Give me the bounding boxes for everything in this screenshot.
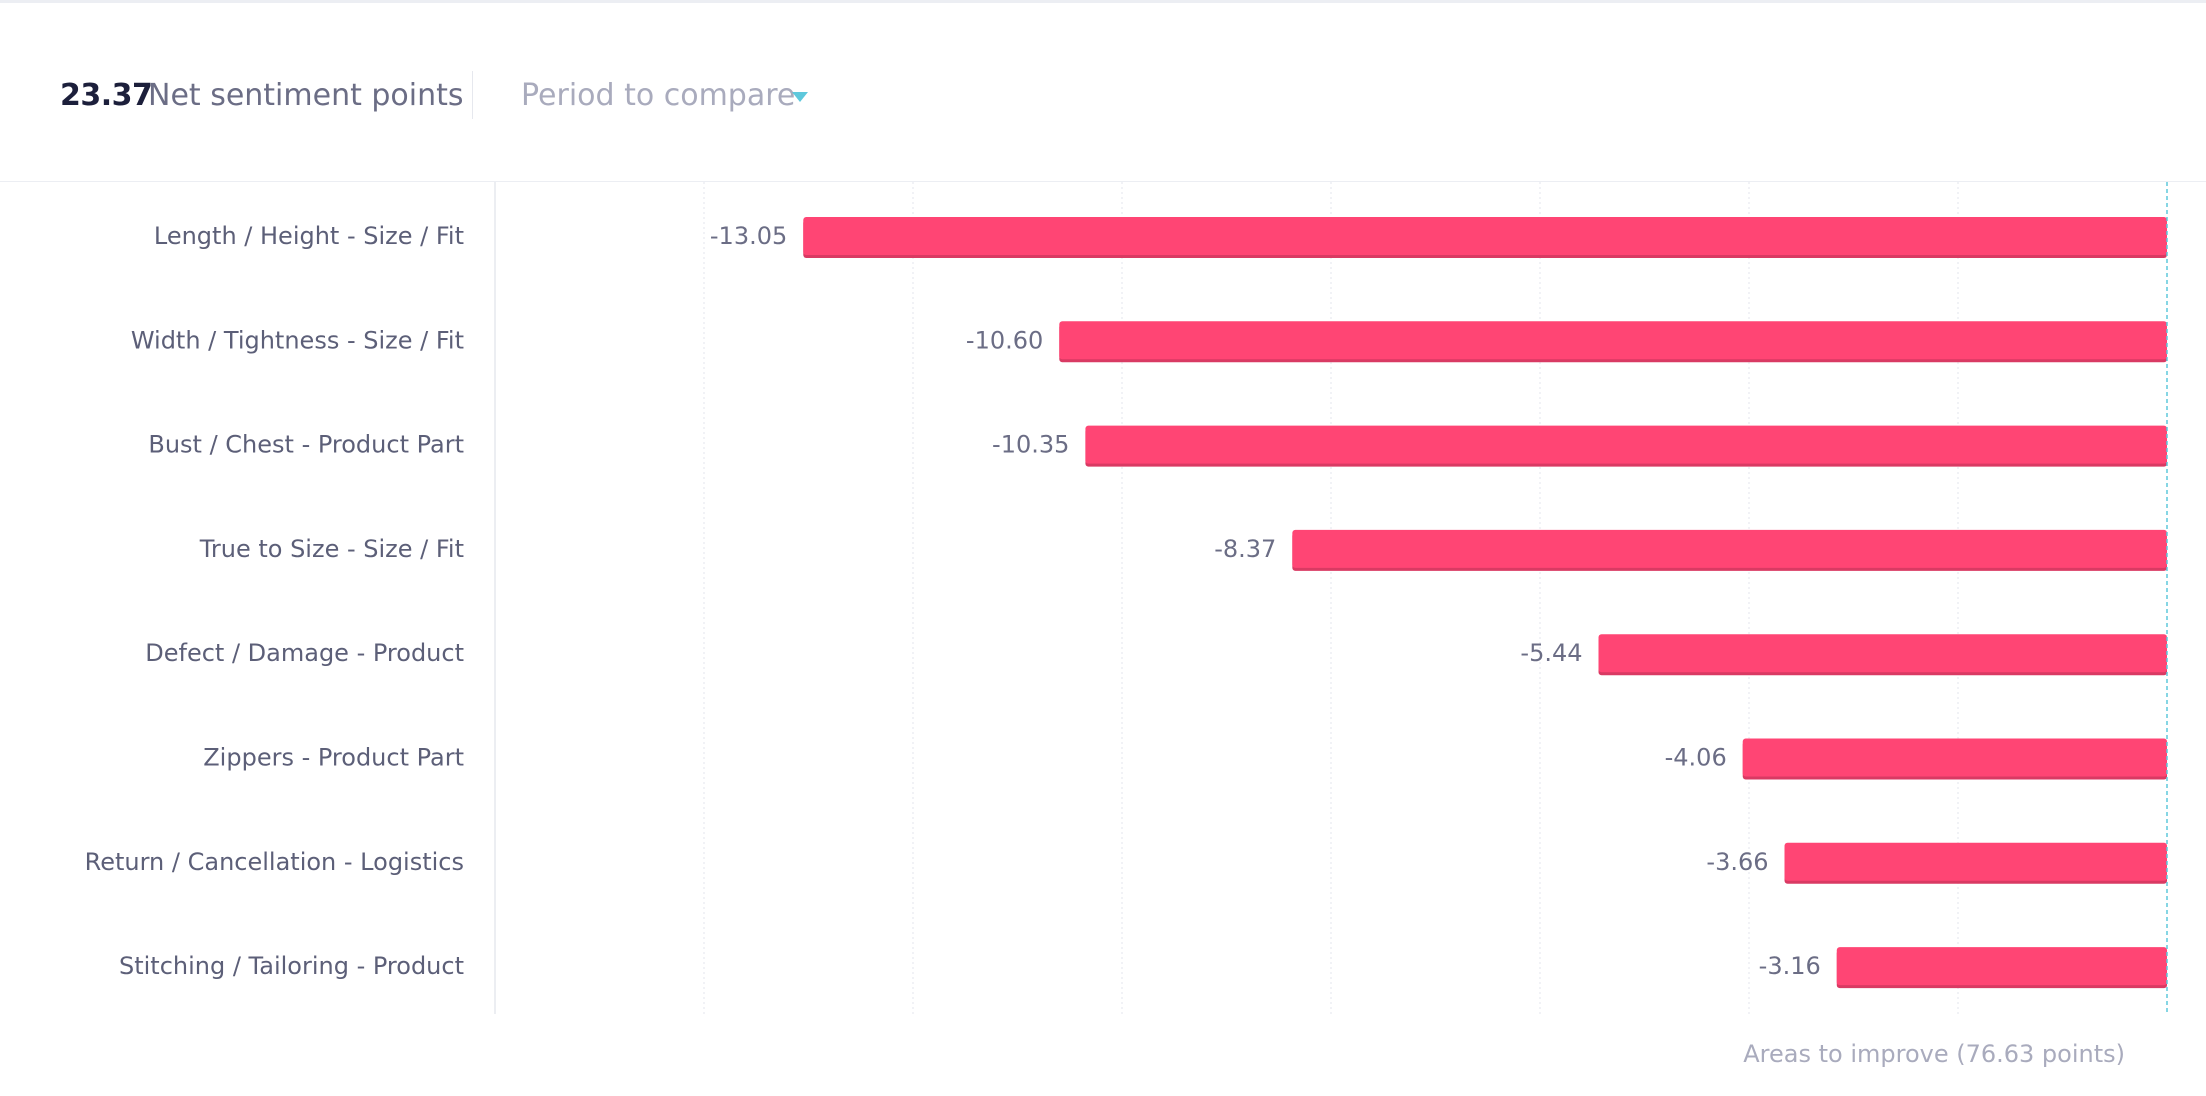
- sentiment-bar-chart: Length / Height - Size / Fit -13.05 Width …: [85, 182, 2168, 1014]
- category-label: Return / Cancellation - Logistics: [85, 848, 464, 876]
- header: 23.37 Net sentiment points Period to com…: [0, 3, 2206, 182]
- category-label: Length / Height - Size / Fit: [154, 222, 464, 250]
- bar: [1085, 425, 2167, 464]
- bar: [1784, 842, 2167, 881]
- value-label: -5.44: [1520, 639, 1582, 667]
- caret-down-icon[interactable]: [792, 92, 808, 102]
- category-label: Zippers - Product Part: [203, 744, 464, 772]
- value-label: -3.66: [1706, 848, 1768, 876]
- net-sentiment-score: 23.37: [60, 78, 153, 113]
- category-label: Stitching / Tailoring - Product: [119, 952, 464, 980]
- category-label: Bust / Chest - Product Part: [148, 431, 464, 459]
- category-label: True to Size - Size / Fit: [199, 535, 464, 563]
- value-label: -8.37: [1214, 535, 1276, 563]
- bar: [1836, 947, 2167, 986]
- bar: [1059, 321, 2167, 360]
- value-label: -13.05: [710, 222, 787, 250]
- bar: [1742, 738, 2167, 777]
- value-label: -10.60: [966, 326, 1043, 354]
- value-label: -3.16: [1759, 952, 1821, 980]
- value-label: -10.35: [992, 431, 1069, 459]
- net-sentiment-label: Net sentiment points: [148, 78, 464, 113]
- value-label: -4.06: [1665, 744, 1727, 772]
- period-compare-dropdown[interactable]: Period to compare: [521, 78, 796, 113]
- bar: [1598, 634, 2167, 673]
- bar: [803, 217, 2167, 255]
- header-divider: [472, 71, 473, 119]
- category-label: Width / Tightness - Size / Fit: [131, 326, 464, 354]
- top-border: [0, 0, 2206, 3]
- areas-to-improve-note: Areas to improve (76.63 points): [1743, 1040, 2125, 1068]
- category-label: Defect / Damage - Product: [145, 639, 464, 667]
- bar: [1292, 529, 2167, 568]
